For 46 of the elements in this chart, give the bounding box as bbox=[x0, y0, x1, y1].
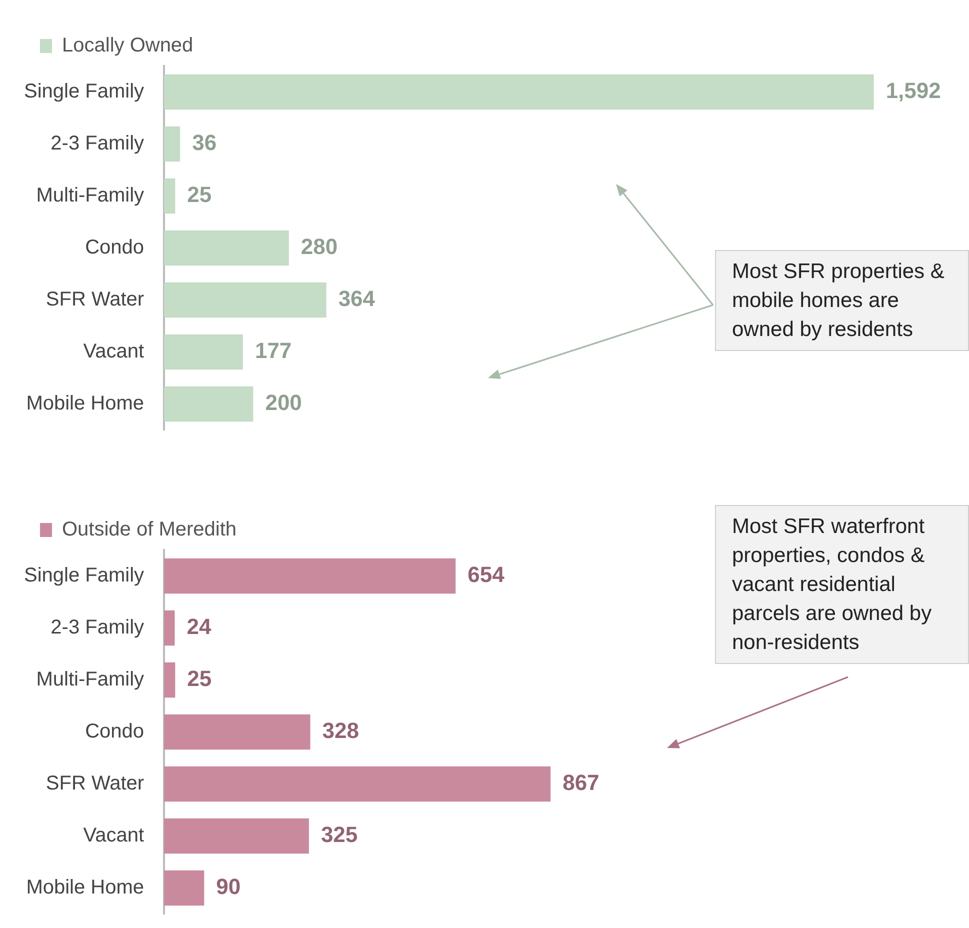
legend-label: Outside of Meredith bbox=[62, 518, 237, 541]
data-label: 364 bbox=[338, 286, 376, 312]
legend-label: Locally Owned bbox=[62, 34, 194, 57]
data-label: 177 bbox=[254, 338, 292, 364]
data-label: 25 bbox=[187, 666, 212, 692]
bar bbox=[164, 714, 310, 750]
y-tick-label: Mobile Home bbox=[26, 392, 144, 415]
y-tick-label: Vacant bbox=[83, 824, 144, 847]
annotation: Most SFR properties & mobile homes are owned by residents bbox=[715, 250, 969, 351]
bar bbox=[164, 870, 204, 906]
bar bbox=[164, 610, 175, 646]
data-label: 280 bbox=[300, 234, 338, 260]
bar bbox=[164, 662, 176, 698]
data-label: 200 bbox=[265, 390, 302, 416]
y-tick-label: Condo bbox=[85, 236, 144, 259]
y-tick-label: SFR Water bbox=[46, 288, 144, 311]
data-label: 25 bbox=[187, 182, 212, 208]
bar bbox=[164, 766, 551, 802]
bar bbox=[164, 230, 289, 266]
y-tick-label: SFR Water bbox=[46, 772, 144, 795]
data-label: 24 bbox=[186, 614, 212, 640]
bar bbox=[164, 282, 326, 318]
y-tick-label: Mobile Home bbox=[26, 876, 144, 899]
text: Most SFR waterfront properties, condos & vacant residential parcels are owned by non-residents bbox=[715, 505, 969, 664]
bar bbox=[164, 74, 874, 110]
y-tick-label: Condo bbox=[85, 720, 144, 743]
data-label: 328 bbox=[322, 718, 359, 744]
bar bbox=[164, 818, 309, 854]
y-tick-label: Multi-Family bbox=[36, 184, 144, 207]
data-label: 325 bbox=[320, 822, 358, 848]
bar bbox=[164, 126, 180, 162]
y-tick-label: 2-3 Family bbox=[50, 132, 144, 155]
data-label: 90 bbox=[216, 874, 241, 900]
y-tick-label: 2-3 Family bbox=[50, 616, 144, 639]
y-tick-label: Single Family bbox=[24, 564, 144, 587]
bar bbox=[164, 386, 254, 422]
y-tick-label: Single Family bbox=[24, 80, 144, 103]
bar bbox=[164, 178, 176, 214]
y-tick-label: Multi-Family bbox=[36, 668, 144, 691]
data-label: 867 bbox=[562, 770, 600, 796]
bar bbox=[164, 334, 243, 370]
bar bbox=[164, 558, 456, 594]
data-label: 36 bbox=[192, 130, 217, 156]
y-tick-label: Vacant bbox=[83, 340, 144, 363]
data-label: 654 bbox=[468, 562, 506, 588]
data-label: 1,592 bbox=[886, 78, 941, 104]
